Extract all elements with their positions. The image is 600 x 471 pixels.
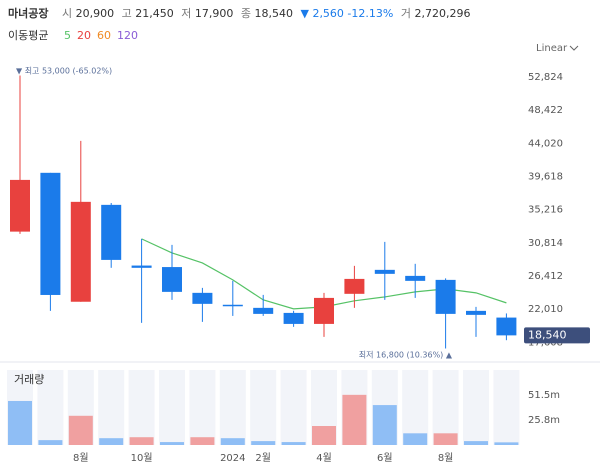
volume-column-bg <box>37 370 64 445</box>
candle-body <box>435 279 456 314</box>
open-value: 20,900 <box>75 7 115 20</box>
volume-bar <box>190 437 215 445</box>
candle-body <box>253 307 274 314</box>
candle-body <box>314 297 334 324</box>
y-tick-label: 22,010 <box>528 304 563 315</box>
candle-body <box>496 317 517 336</box>
x-tick-label: 8월 <box>438 452 454 464</box>
volume-tick-label: 51.5m <box>528 390 560 401</box>
header: 마녀공장 시 20,900 고 21,450 저 17,900 종 18,540… <box>8 5 470 21</box>
ma-legend: 60 <box>97 29 111 42</box>
volume-column-bg <box>493 370 520 445</box>
volume-column-bg <box>128 370 155 445</box>
volume-column-bg <box>463 370 489 445</box>
ma-legend: 5 <box>64 29 71 42</box>
high-value: 21,450 <box>135 7 174 20</box>
candle-body <box>131 265 152 268</box>
low-annotation: 최저 16,800 (10.36%) ▲ <box>359 350 453 360</box>
high-annotation: ▼ 최고 53,000 (-65.02%) <box>16 66 112 76</box>
volume-bar <box>433 433 458 445</box>
low-label: 저 <box>181 7 192 20</box>
x-tick-label: 2024 <box>220 453 245 464</box>
candle-body <box>283 312 304 324</box>
volume-column-bg <box>432 370 459 445</box>
y-tick-label: 44,020 <box>528 138 563 149</box>
volume-bar <box>464 441 488 445</box>
volume-bar <box>312 426 336 445</box>
y-tick-label: 48,422 <box>528 105 563 116</box>
ma-legend: 20 <box>77 29 91 42</box>
volume-title: 거래량 <box>14 373 44 386</box>
volume-tick-label: 25.8m <box>528 415 560 426</box>
volume-value: 2,720,296 <box>414 7 471 20</box>
x-tick-label: 2월 <box>255 452 271 464</box>
price-tag-label: 18,540 <box>528 328 567 341</box>
close-label: 종 <box>240 7 251 20</box>
price-tag-box <box>524 327 590 344</box>
volume-bar <box>372 405 397 445</box>
x-tick-label: 10월 <box>131 452 153 464</box>
volume-bar <box>220 438 245 445</box>
volume-bar <box>38 440 63 445</box>
low-value: 17,900 <box>194 7 234 20</box>
candle-body <box>192 292 213 304</box>
y-tick-label: 26,412 <box>528 271 563 282</box>
close-value: 18,540 <box>254 7 293 20</box>
x-tick-label: 8월 <box>73 452 89 464</box>
volume-bar <box>281 442 306 445</box>
volume-bar <box>251 441 276 445</box>
volume-column-bg <box>280 370 307 445</box>
volume-column-bg <box>98 370 125 445</box>
volume-bar <box>342 394 367 445</box>
change: ▼ 2,560 -12.13% <box>300 7 394 20</box>
volume-bar <box>494 442 519 445</box>
volume-bar <box>160 442 184 445</box>
volume-label: 거 <box>400 7 411 20</box>
scale-toggle[interactable]: Linear <box>536 43 568 54</box>
y-tick-label: 52,824 <box>528 72 563 83</box>
open-label: 시 <box>61 7 73 20</box>
volume-bar <box>8 400 32 445</box>
volume-column-bg <box>189 370 216 445</box>
candle-body <box>344 278 365 294</box>
candle-body <box>70 201 91 302</box>
y-tick-label: 30,814 <box>528 238 563 249</box>
y-tick-label: 39,618 <box>528 171 563 182</box>
x-tick-label: 6월 <box>377 452 393 464</box>
dropdown-icon[interactable] <box>569 45 579 51</box>
volume-column-bg <box>250 370 277 445</box>
candle-body <box>405 275 426 281</box>
candle-body <box>466 310 486 315</box>
candle-body <box>374 269 395 274</box>
ma-title: 이동평균 <box>8 29 48 42</box>
candle-body <box>40 172 61 295</box>
volume-bar <box>129 437 154 445</box>
candle-body <box>162 267 182 292</box>
volume-bar <box>99 438 124 445</box>
ma-legend: 120 <box>117 29 138 42</box>
x-tick-label: 4월 <box>316 452 332 464</box>
candle-body <box>222 304 243 307</box>
candle-body <box>101 204 122 260</box>
volume-column-bg <box>219 370 246 445</box>
volume-bar <box>68 415 93 445</box>
stock-name: 마녀공장 <box>8 7 49 20</box>
candle-body <box>10 179 30 232</box>
volume-bar <box>403 433 428 445</box>
y-tick-label: 35,216 <box>528 205 563 216</box>
volume-column-bg <box>402 370 429 445</box>
volume-column-bg <box>159 370 185 445</box>
high-label: 고 <box>121 7 132 20</box>
